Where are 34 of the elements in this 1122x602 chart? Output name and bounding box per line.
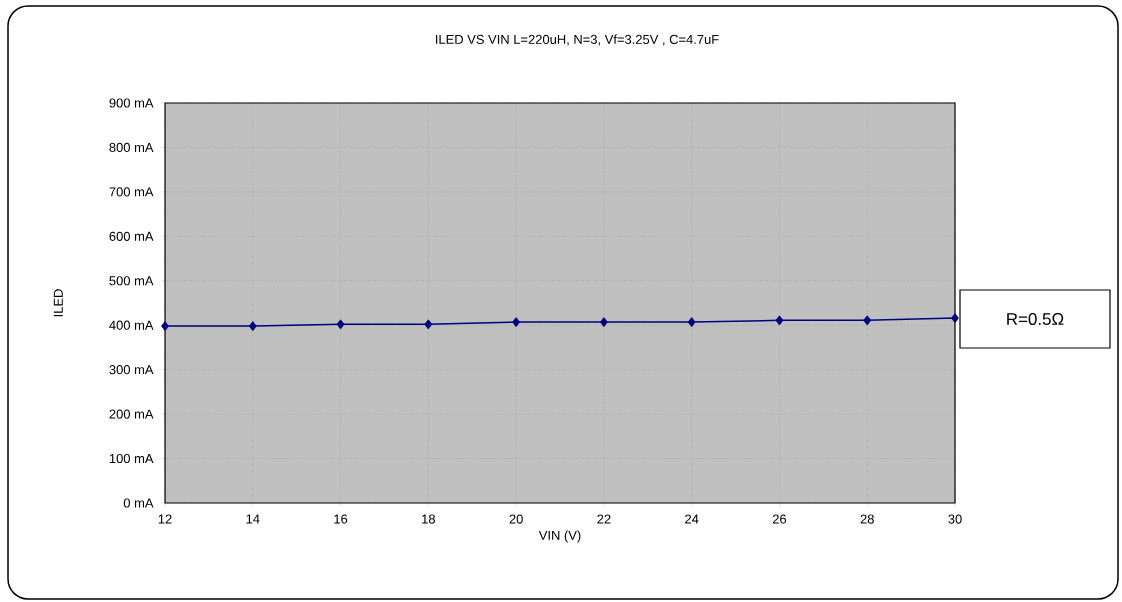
y-tick-label: 600 mA bbox=[109, 231, 154, 241]
x-tick-label: 16 bbox=[334, 514, 348, 524]
x-tick-label: 22 bbox=[597, 514, 611, 524]
point bbox=[336, 319, 345, 330]
x-tick-label: 12 bbox=[158, 514, 172, 524]
x-tick-label: 28 bbox=[860, 514, 874, 524]
x-tick-label: 30 bbox=[948, 514, 962, 524]
x-axis-title: VIN (V) bbox=[538, 530, 581, 543]
x-tick-label: 24 bbox=[685, 514, 699, 524]
point bbox=[951, 313, 959, 323]
x-tick-label: 18 bbox=[422, 514, 435, 524]
y-tick-label: 800 mA bbox=[109, 142, 154, 153]
point bbox=[424, 319, 433, 330]
point bbox=[687, 317, 696, 327]
x-tick-label: 14 bbox=[246, 514, 260, 524]
chart-title: ILED VS VIN L=220uH, N=3, Vf=3.25V , C=4.7uF bbox=[436, 34, 719, 46]
y-tick-label: 900 mA bbox=[109, 98, 154, 108]
y-tick-label: 300 mA bbox=[109, 365, 154, 375]
x-tick-label: 20 bbox=[509, 514, 523, 524]
text: R=0.5Ω bbox=[1007, 312, 1064, 325]
y-tick-label: 400 mA bbox=[109, 320, 154, 330]
point bbox=[775, 315, 784, 326]
point bbox=[249, 321, 257, 331]
point bbox=[161, 321, 169, 331]
y-tick-label: 100 mA bbox=[109, 453, 154, 464]
x-tick-label: 26 bbox=[772, 514, 787, 524]
y-tick-label: 200 mA bbox=[109, 409, 154, 419]
point bbox=[600, 317, 608, 327]
point bbox=[512, 317, 520, 327]
y-tick-label: 500 mA bbox=[109, 276, 154, 286]
y-tick-label: 0 mA bbox=[123, 498, 154, 508]
y-axis-title: ILED bbox=[53, 289, 63, 317]
y-tick-label: 700 mA bbox=[109, 187, 154, 197]
point bbox=[863, 315, 871, 326]
